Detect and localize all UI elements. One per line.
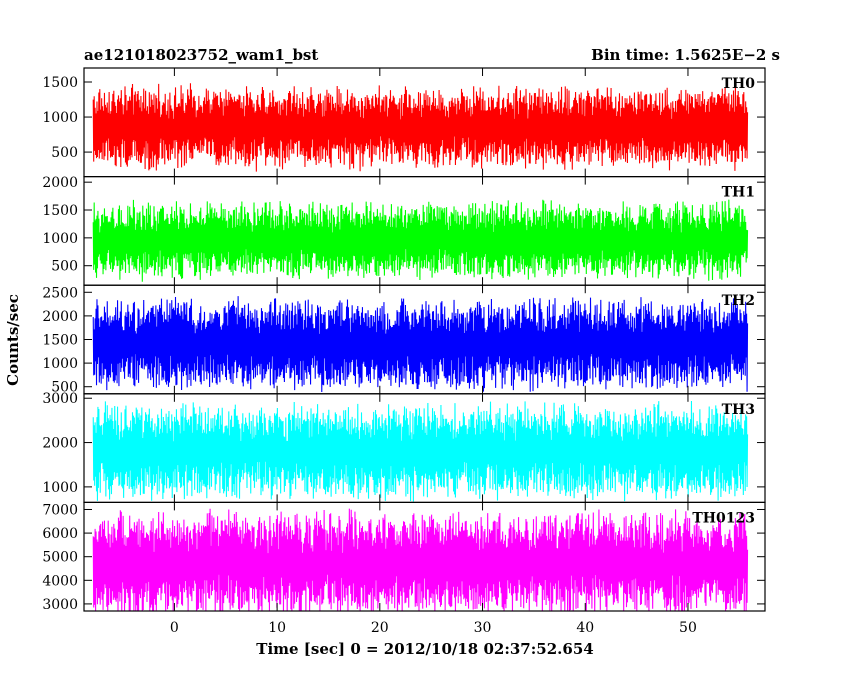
x-tick-label: 50 xyxy=(679,620,697,636)
x-tick-label: 0 xyxy=(170,620,179,636)
chart-header-right: Bin time: 1.5625E−2 s xyxy=(591,46,780,64)
y-tick-label-th2: 500 xyxy=(51,380,78,396)
y-tick-label-th0: 1500 xyxy=(42,75,78,91)
y-tick-label-th3: 1000 xyxy=(42,480,78,496)
series-line-th2 xyxy=(92,296,749,392)
panel-label-th0123: TH0123 xyxy=(692,510,755,526)
y-tick-label-th1: 2000 xyxy=(42,175,78,191)
series-line-th3 xyxy=(92,401,749,502)
y-tick-label-th1: 1500 xyxy=(42,203,78,219)
panel-label-th2: TH2 xyxy=(722,293,755,309)
x-tick-label: 40 xyxy=(576,620,594,636)
y-tick-label-th3: 3000 xyxy=(42,391,78,407)
x-tick-label: 30 xyxy=(474,620,492,636)
y-tick-label-th2: 1500 xyxy=(42,333,78,349)
chart-header-left: ae121018023752_wam1_bst xyxy=(84,46,318,64)
y-axis-label: Counts/sec xyxy=(4,294,22,386)
panel-label-th3: TH3 xyxy=(722,402,755,418)
y-tick-label-th3: 2000 xyxy=(42,436,78,452)
y-tick-label-th1: 500 xyxy=(51,259,78,275)
y-tick-label-th0123: 6000 xyxy=(42,526,78,542)
x-axis-label: Time [sec] 0 = 2012/10/18 02:37:52.654 xyxy=(256,640,593,658)
y-tick-label-th0: 500 xyxy=(51,145,78,161)
y-tick-label-th2: 2000 xyxy=(42,309,78,325)
x-tick-label: 20 xyxy=(371,620,389,636)
series-line-th0123 xyxy=(92,508,749,611)
series-line-th0 xyxy=(92,83,749,172)
panel-label-th0: TH0 xyxy=(722,76,756,92)
y-tick-label-th1: 1000 xyxy=(42,231,78,247)
y-tick-label-th2: 2500 xyxy=(42,285,78,301)
y-tick-label-th0123: 7000 xyxy=(42,502,78,518)
x-tick-label: 10 xyxy=(268,620,286,636)
panel-label-th1: TH1 xyxy=(722,185,755,201)
y-tick-label-th2: 1000 xyxy=(42,356,78,372)
y-tick-label-th0: 1000 xyxy=(42,110,78,126)
y-tick-label-th0123: 3000 xyxy=(42,597,78,613)
series-line-th1 xyxy=(92,199,749,282)
y-tick-label-th0123: 5000 xyxy=(42,550,78,566)
y-tick-label-th0123: 4000 xyxy=(42,573,78,589)
